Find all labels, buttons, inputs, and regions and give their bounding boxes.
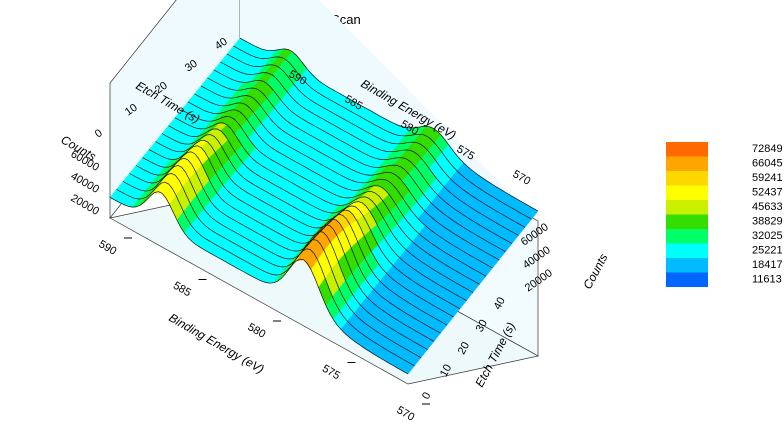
- scan-line: [226, 53, 526, 228]
- legend-label: 52437: [752, 187, 783, 199]
- back-y-tick-label: 30: [183, 58, 200, 75]
- back-z-tick-label: 40000: [69, 170, 101, 196]
- scan-line: [220, 61, 519, 236]
- x-tick-label: 575: [320, 363, 342, 383]
- y-tick-label: 10: [438, 363, 454, 379]
- x-tick-label: 585: [171, 280, 193, 300]
- legend-label: 11613: [752, 274, 782, 286]
- back-z-tick-label: 20000: [69, 192, 101, 218]
- scan-line: [174, 117, 474, 293]
- legend-swatch: [666, 185, 708, 200]
- scan-line: [135, 157, 435, 342]
- y-tick-label: 20: [456, 340, 472, 356]
- legend-swatch: [666, 229, 708, 244]
- legend-label: 25221: [752, 245, 783, 257]
- scan-line: [181, 109, 480, 285]
- scan-line: [207, 77, 506, 253]
- scan-line: [142, 151, 441, 334]
- z-axis-label: Counts: [580, 251, 610, 291]
- legend-label: 72849: [752, 143, 783, 155]
- scan-line: [161, 133, 461, 310]
- y-tick-label: 30: [474, 318, 490, 334]
- legend-label: 32025: [752, 230, 783, 242]
- scan-line: [129, 165, 428, 350]
- legend-label: 18417: [752, 259, 783, 271]
- scan-line: [200, 85, 500, 261]
- back-y-tick-label: 40: [213, 36, 230, 53]
- scan-line: [109, 191, 409, 375]
- scan-line: [239, 37, 539, 212]
- legend-swatch: [666, 142, 708, 157]
- scan-line: [233, 45, 532, 220]
- x-tick-label: 590: [97, 238, 119, 258]
- scan-line: [148, 145, 448, 326]
- x-tick-label: 580: [246, 321, 268, 341]
- legend-label: 45633: [752, 201, 783, 213]
- y-tick-label: 40: [492, 295, 508, 311]
- x-tick-label: 570: [395, 404, 417, 424]
- scan-line: [168, 125, 467, 301]
- scan-line: [116, 181, 415, 367]
- scan-line: [122, 173, 422, 359]
- back-y-tick-label: 0: [93, 127, 105, 140]
- legend-swatch: [666, 272, 708, 287]
- legend-swatch: [666, 243, 708, 258]
- surface-mesh: [109, 37, 539, 375]
- legend-swatch: [666, 200, 708, 215]
- scan-line: [194, 93, 493, 269]
- back-x-tick-label: 570: [511, 168, 533, 188]
- legend-label: 38829: [752, 216, 783, 228]
- scan-line: [213, 69, 513, 244]
- legend-swatch: [666, 171, 708, 186]
- legend-swatch: [666, 258, 708, 273]
- scan-line: [187, 101, 487, 277]
- scan-line: [155, 139, 454, 318]
- legend-label: 59241: [752, 172, 783, 184]
- legend-swatch: [666, 156, 708, 171]
- back-y-tick-label: 20: [153, 80, 170, 97]
- y-tick-label: 0: [420, 390, 433, 401]
- back-y-tick-label: 10: [123, 102, 140, 119]
- legend-label: 66045: [752, 158, 783, 170]
- legend-swatch: [666, 214, 708, 229]
